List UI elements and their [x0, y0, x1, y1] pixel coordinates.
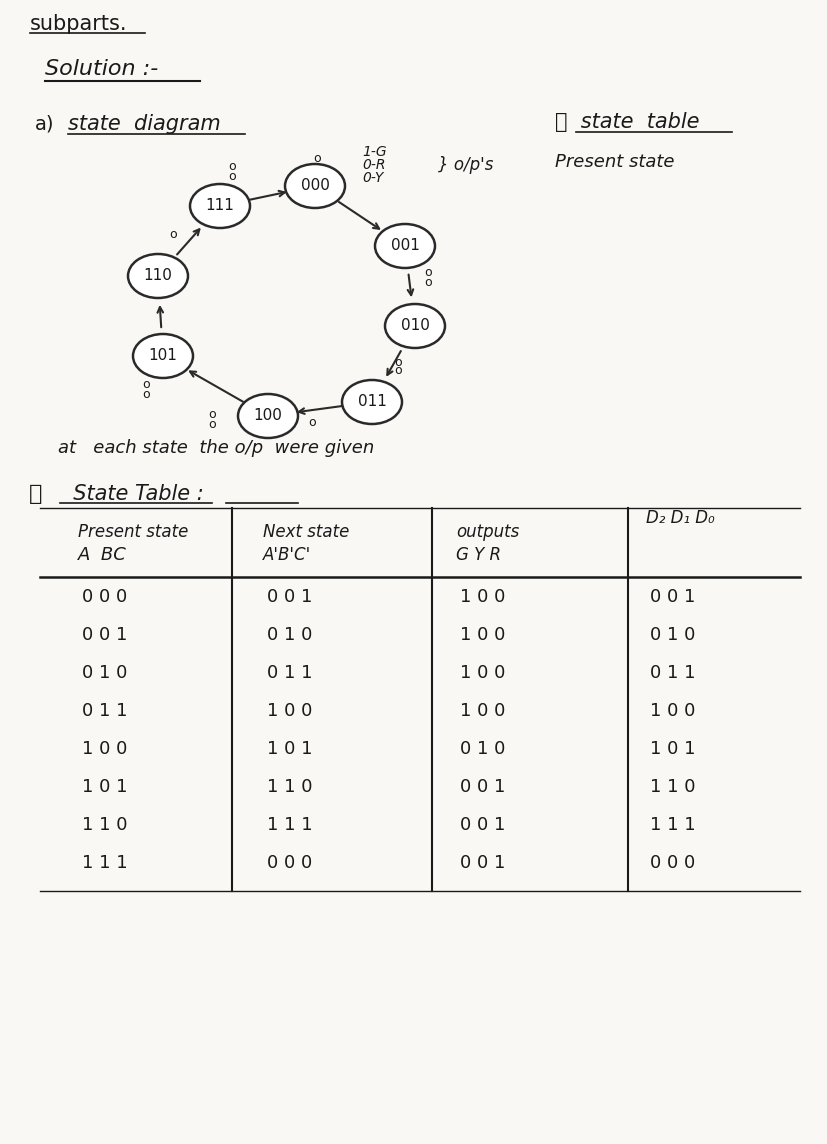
Text: 1 0 1: 1 0 1: [82, 778, 127, 796]
Text: o: o: [142, 388, 150, 400]
Text: 1 1 0: 1 1 0: [649, 778, 695, 796]
Text: o: o: [308, 415, 315, 429]
Text: 0 0 0: 0 0 0: [266, 855, 312, 872]
Text: 110: 110: [143, 269, 172, 284]
Text: 0 1 1: 0 1 1: [266, 664, 312, 682]
Ellipse shape: [375, 224, 434, 268]
Text: 1 1 0: 1 1 0: [266, 778, 312, 796]
Text: 1 0 0: 1 0 0: [266, 702, 312, 720]
Text: 101: 101: [148, 349, 177, 364]
Text: 1 0 0: 1 0 0: [460, 702, 504, 720]
Text: 1 0 0: 1 0 0: [649, 702, 695, 720]
Ellipse shape: [284, 164, 345, 208]
Text: state  diagram: state diagram: [68, 114, 221, 134]
Text: A  BC: A BC: [78, 546, 127, 564]
Text: 1 1 1: 1 1 1: [266, 816, 313, 834]
Text: 1-G: 1-G: [361, 145, 386, 159]
Text: 011: 011: [357, 395, 386, 410]
Text: at   each state  the o/p  were given: at each state the o/p were given: [58, 439, 374, 456]
Text: 0 0 1: 0 0 1: [82, 626, 127, 644]
Text: Solution :-: Solution :-: [45, 59, 158, 79]
Text: 1 0 0: 1 0 0: [460, 588, 504, 606]
Text: 0 0 0: 0 0 0: [649, 855, 695, 872]
Text: 1 0 0: 1 0 0: [460, 626, 504, 644]
Text: 0 1 0: 0 1 0: [460, 740, 504, 758]
Text: 0 0 1: 0 0 1: [460, 778, 504, 796]
Ellipse shape: [237, 394, 298, 438]
Text: o: o: [208, 418, 216, 430]
Text: Ⓑ  state  table: Ⓑ state table: [554, 112, 699, 132]
Text: A'B'C': A'B'C': [263, 546, 311, 564]
Text: 0 1 1: 0 1 1: [82, 702, 127, 720]
Text: 0 0 1: 0 0 1: [649, 588, 695, 606]
Text: 001: 001: [390, 238, 419, 254]
Text: o: o: [423, 276, 432, 288]
Text: Present state: Present state: [78, 523, 189, 541]
Text: Ⓑ: Ⓑ: [29, 484, 43, 505]
Text: D₂ D₁ D₀: D₂ D₁ D₀: [645, 509, 714, 527]
Text: a): a): [35, 114, 55, 134]
Text: 111: 111: [205, 199, 234, 214]
Ellipse shape: [189, 184, 250, 228]
Ellipse shape: [342, 380, 402, 424]
Text: 1 0 0: 1 0 0: [82, 740, 127, 758]
Text: 0 0 1: 0 0 1: [460, 816, 504, 834]
Text: 1 0 1: 1 0 1: [266, 740, 312, 758]
Text: G Y R: G Y R: [456, 546, 500, 564]
Text: o: o: [394, 356, 401, 368]
Text: 0-Y: 0-Y: [361, 170, 383, 185]
Text: o: o: [228, 170, 236, 183]
Text: o: o: [228, 160, 236, 174]
Text: Present state: Present state: [554, 153, 674, 170]
Text: 000: 000: [300, 178, 329, 193]
Ellipse shape: [128, 254, 188, 297]
Text: 1 1 0: 1 1 0: [82, 816, 127, 834]
Text: o: o: [423, 265, 432, 278]
Text: o: o: [208, 407, 216, 421]
Text: 0 1 0: 0 1 0: [82, 664, 127, 682]
Text: 0 0 1: 0 0 1: [266, 588, 312, 606]
Text: } o/p's: } o/p's: [437, 156, 493, 174]
Text: 1 1 1: 1 1 1: [82, 855, 127, 872]
Ellipse shape: [385, 304, 444, 348]
Text: o: o: [313, 152, 320, 166]
Text: 0-R: 0-R: [361, 158, 385, 172]
Text: o: o: [394, 365, 401, 378]
Text: 100: 100: [253, 408, 282, 423]
Text: subparts.: subparts.: [30, 14, 127, 34]
Text: outputs: outputs: [456, 523, 519, 541]
Text: 1 0 0: 1 0 0: [460, 664, 504, 682]
Text: o: o: [169, 228, 177, 240]
Text: 0 0 0: 0 0 0: [82, 588, 127, 606]
Text: 0 1 1: 0 1 1: [649, 664, 695, 682]
Text: 0 0 1: 0 0 1: [460, 855, 504, 872]
Text: o: o: [142, 378, 150, 390]
Ellipse shape: [133, 334, 193, 378]
Text: State Table :: State Table :: [60, 484, 203, 505]
Text: 1 1 1: 1 1 1: [649, 816, 695, 834]
Text: 010: 010: [400, 318, 429, 334]
Text: 1 0 1: 1 0 1: [649, 740, 695, 758]
Text: 0 1 0: 0 1 0: [649, 626, 695, 644]
Text: Next state: Next state: [263, 523, 349, 541]
Text: 0 1 0: 0 1 0: [266, 626, 312, 644]
